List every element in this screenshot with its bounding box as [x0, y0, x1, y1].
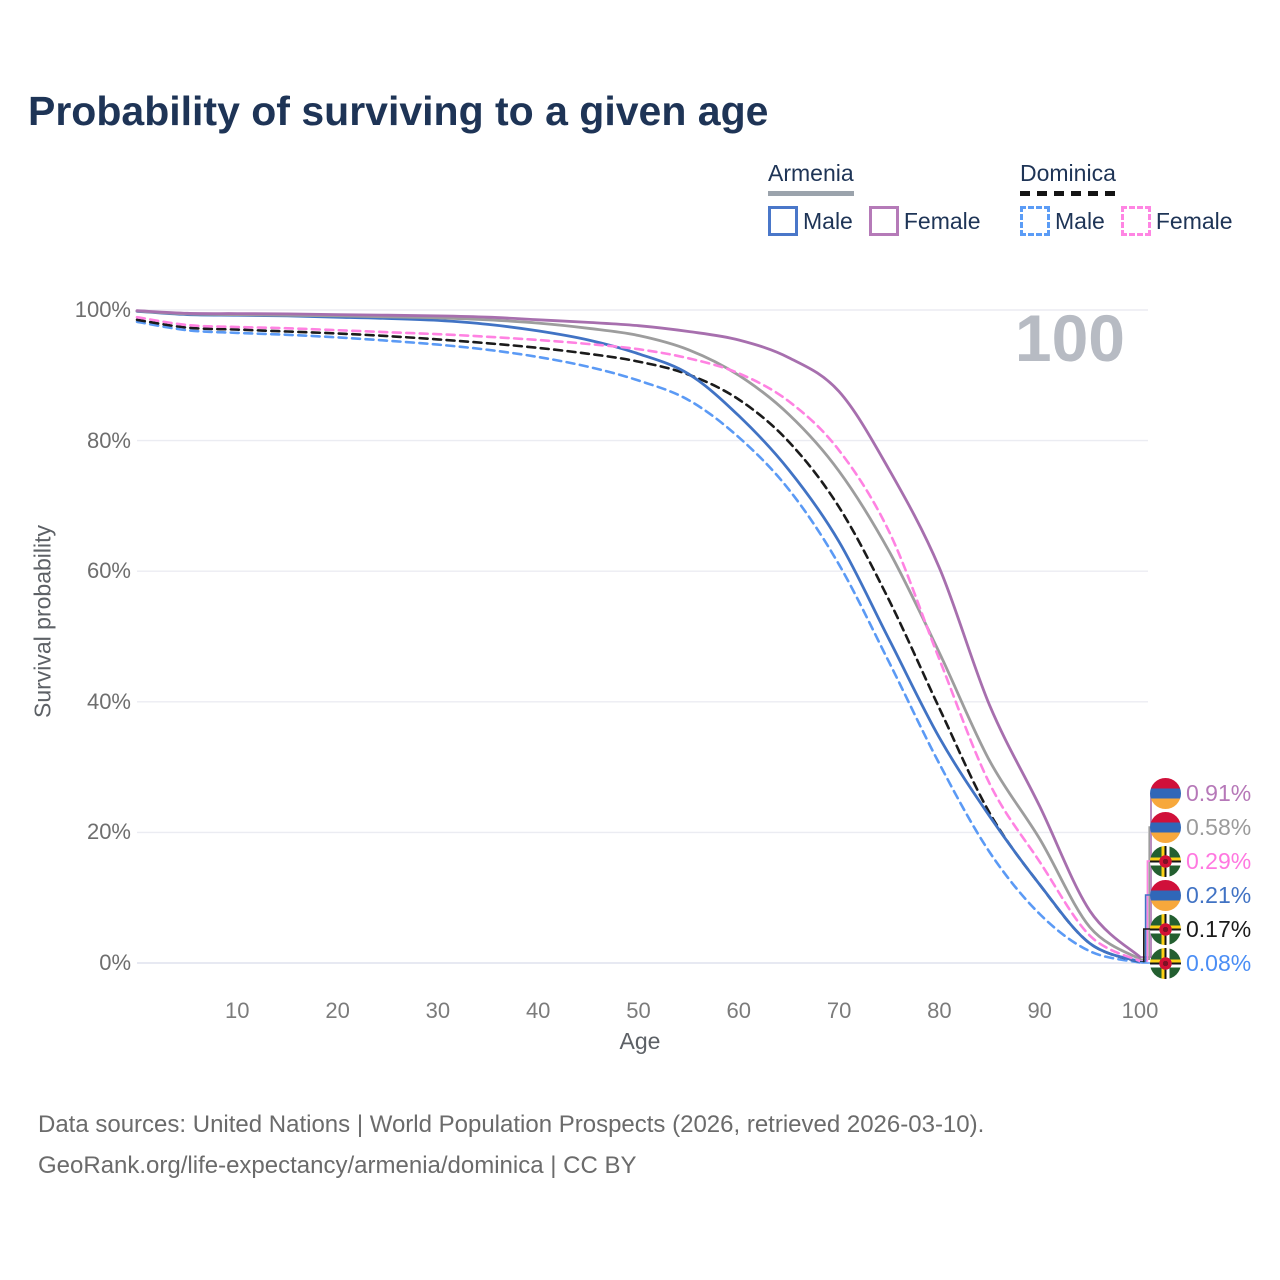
legend-label-armenia-female[interactable]: Female: [903, 207, 981, 234]
end-label-dominica-male: 0.08%: [1150, 947, 1251, 979]
end-label-value: 0.21%: [1186, 881, 1252, 908]
series-line-dominica[interactable]: [135, 318, 1142, 964]
legend-armenia-line-sample: [768, 191, 854, 196]
end-label-value: 0.91%: [1186, 779, 1252, 806]
legend-swatch-armenia-male[interactable]: [768, 206, 798, 236]
end-label-armenia: 0.58%: [1150, 811, 1251, 843]
x-axis-title: Age: [619, 1028, 661, 1054]
x-tick-label: 70: [826, 998, 852, 1023]
y-tick-label: 40%: [86, 688, 131, 714]
y-tick-label: 60%: [86, 558, 131, 584]
y-tick-label: 80%: [86, 427, 131, 453]
x-tick-label: 100: [1121, 998, 1159, 1023]
dominica-flag-icon: [1150, 913, 1181, 945]
end-label-value: 0.58%: [1186, 813, 1252, 840]
x-tick-label: 10: [225, 998, 250, 1023]
x-tick-label: 50: [626, 998, 651, 1023]
dominica-flag-icon: [1150, 947, 1181, 979]
legend-group-armenia-title: Armenia: [768, 160, 854, 186]
legend-swatch-dominica-female[interactable]: [1120, 206, 1151, 236]
legend-group-dominica: Dominica Male Female: [1020, 160, 1249, 236]
legend-swatch-armenia-female[interactable]: [868, 206, 899, 236]
legend-label-dominica-male[interactable]: Male: [1055, 207, 1105, 234]
age-watermark: 100: [1014, 301, 1125, 375]
end-label-armenia-female: 0.91%: [1150, 777, 1251, 809]
series-line-armenia-male[interactable]: [135, 309, 1142, 963]
footer: Data sources: United Nations | World Pop…: [38, 1104, 984, 1186]
series-line-armenia-female[interactable]: [135, 309, 1142, 959]
footer-data-sources: Data sources: United Nations | World Pop…: [38, 1111, 985, 1138]
series-line-dominica-female[interactable]: [135, 315, 1142, 963]
x-tick-label: 80: [927, 998, 952, 1023]
armenia-flag-icon: [1150, 777, 1181, 809]
legend-dominica-line-sample: [1020, 191, 1116, 196]
armenia-flag-icon: [1150, 811, 1181, 843]
end-label-dominica-female: 0.29%: [1150, 845, 1251, 877]
end-label-value: 0.29%: [1186, 847, 1252, 874]
armenia-flag-icon: [1150, 879, 1181, 911]
legend-group-armenia: Armenia Male Female: [768, 160, 997, 236]
legend-swatch-dominica-male[interactable]: [1020, 206, 1050, 236]
end-label-dominica: 0.17%: [1150, 913, 1251, 945]
x-tick-label: 40: [525, 998, 551, 1023]
y-tick-label: 0%: [99, 950, 131, 975]
dominica-flag-icon: [1150, 845, 1181, 877]
end-label-value: 0.08%: [1186, 949, 1252, 976]
x-tick-label: 30: [425, 998, 451, 1023]
legend-group-dominica-title: Dominica: [1020, 160, 1116, 186]
series-line-armenia[interactable]: [135, 309, 1142, 961]
x-tick-label: 20: [325, 998, 350, 1023]
x-tick-label: 90: [1027, 998, 1052, 1023]
leader-line: [1140, 961, 1151, 964]
y-tick-label: 20%: [86, 819, 131, 845]
end-label-armenia-male: 0.21%: [1150, 879, 1251, 911]
end-label-value: 0.17%: [1186, 915, 1252, 942]
x-tick-label: 60: [726, 998, 752, 1023]
y-tick-label: 100%: [74, 297, 131, 322]
legend-label-dominica-female[interactable]: Female: [1155, 207, 1233, 234]
footer-attribution: GeoRank.org/life-expectancy/armenia/domi…: [38, 1152, 637, 1179]
series-line-dominica-male[interactable]: [135, 320, 1142, 964]
y-axis-title: Survival probability: [29, 524, 56, 719]
legend-label-armenia-male[interactable]: Male: [803, 207, 853, 234]
page-title: Probability of surviving to a given age: [28, 88, 769, 134]
